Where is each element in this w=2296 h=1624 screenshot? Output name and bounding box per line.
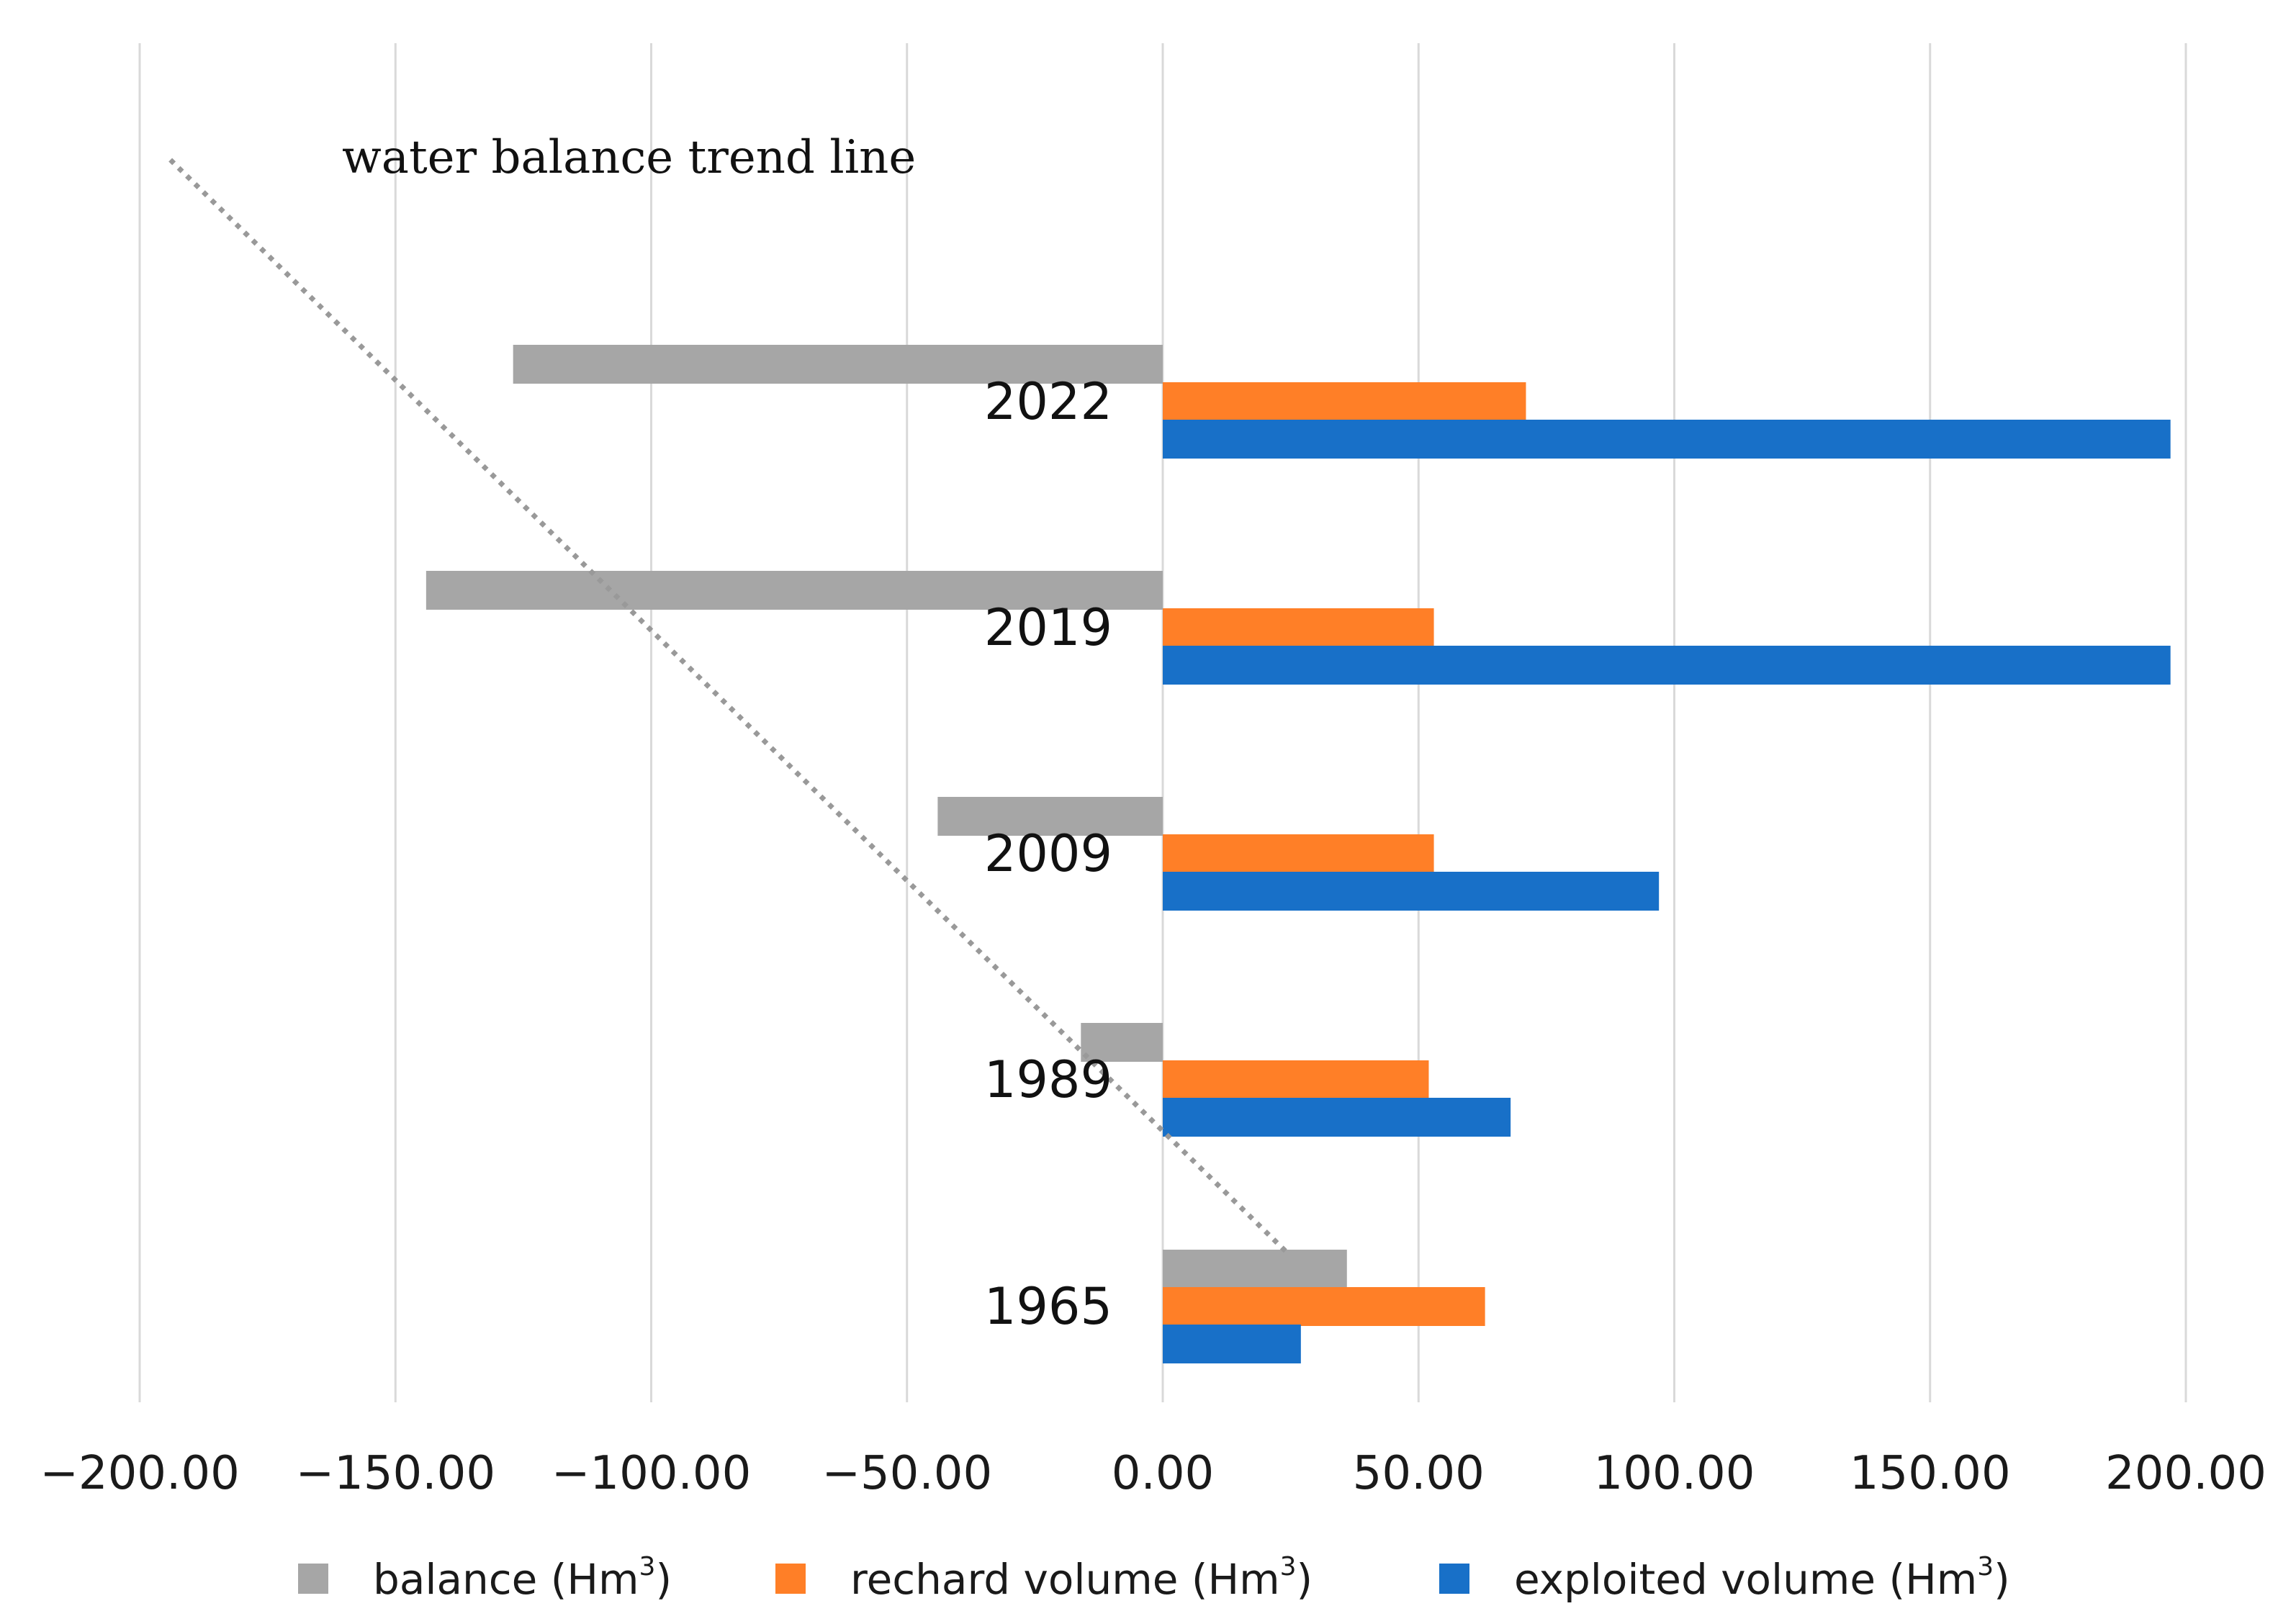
x-tick-label-7: 150.00 xyxy=(1850,1447,2011,1500)
bar-exploited-volume-1965 xyxy=(1163,1325,1301,1363)
bar-rechard-volume-1989 xyxy=(1163,1060,1429,1099)
legend-swatch xyxy=(1439,1564,1469,1594)
legend-label: balance (Hm3) xyxy=(373,1552,672,1604)
legend-item-rechard-volume[interactable]: rechard volume (Hm3) xyxy=(775,1552,1313,1604)
bar-rechard-volume-2022 xyxy=(1163,382,1526,421)
bar-exploited-volume-2009 xyxy=(1163,872,1660,911)
bars xyxy=(426,345,2171,1363)
bar-balance-2009 xyxy=(937,797,1163,836)
category-label-2022: 2022 xyxy=(984,372,1112,431)
bar-exploited-volume-1989 xyxy=(1163,1098,1511,1137)
bar-exploited-volume-2022 xyxy=(1163,420,2171,459)
bar-rechard-volume-2009 xyxy=(1163,834,1434,873)
category-label-2009: 2009 xyxy=(984,824,1112,883)
trend-line-annotation: water balance trend line xyxy=(342,131,916,184)
legend-item-exploited-volume[interactable]: exploited volume (Hm3) xyxy=(1439,1552,2010,1604)
legend-swatch xyxy=(298,1564,328,1594)
x-tick-label-4: 0.00 xyxy=(1112,1447,1215,1500)
bar-rechard-volume-1965 xyxy=(1163,1287,1485,1326)
category-label-1989: 1989 xyxy=(984,1050,1112,1109)
x-axis-tick-labels: −200.00 −150.00 −100.00 −50.00 0.00 50.00 100.… xyxy=(40,1447,2266,1500)
x-tick-label-6: 100.00 xyxy=(1594,1447,1755,1500)
x-tick-label-3: −50.00 xyxy=(821,1447,992,1500)
category-labels: 1965 1989 2009 2019 2022 xyxy=(984,372,1112,1336)
legend-label: exploited volume (Hm3) xyxy=(1514,1552,2010,1604)
x-tick-label-2: −100.00 xyxy=(552,1447,752,1500)
x-tick-label-1: −150.00 xyxy=(295,1447,495,1500)
trend-line-group xyxy=(168,158,1287,1253)
category-label-1965: 1965 xyxy=(984,1277,1112,1336)
legend-label: rechard volume (Hm3) xyxy=(850,1552,1313,1604)
bar-balance-1965 xyxy=(1163,1250,1347,1289)
x-tick-label-0: −200.00 xyxy=(40,1447,240,1500)
bar-balance-2022 xyxy=(513,345,1163,384)
x-tick-label-8: 200.00 xyxy=(2105,1447,2266,1500)
bar-exploited-volume-2019 xyxy=(1163,646,2171,685)
bar-rechard-volume-2019 xyxy=(1163,608,1434,647)
legend-item-balance[interactable]: balance (Hm3) xyxy=(298,1552,672,1604)
category-label-2019: 2019 xyxy=(984,598,1112,657)
bar-balance-1989 xyxy=(1081,1023,1163,1062)
x-tick-label-5: 50.00 xyxy=(1353,1447,1485,1500)
gridlines xyxy=(138,43,2187,1402)
legend[interactable]: balance (Hm3) rechard volume (Hm3) exploit… xyxy=(298,1552,2010,1604)
water-balance-trend-line xyxy=(168,158,1287,1253)
legend-swatch xyxy=(775,1564,806,1594)
bar-balance-2019 xyxy=(426,571,1163,610)
